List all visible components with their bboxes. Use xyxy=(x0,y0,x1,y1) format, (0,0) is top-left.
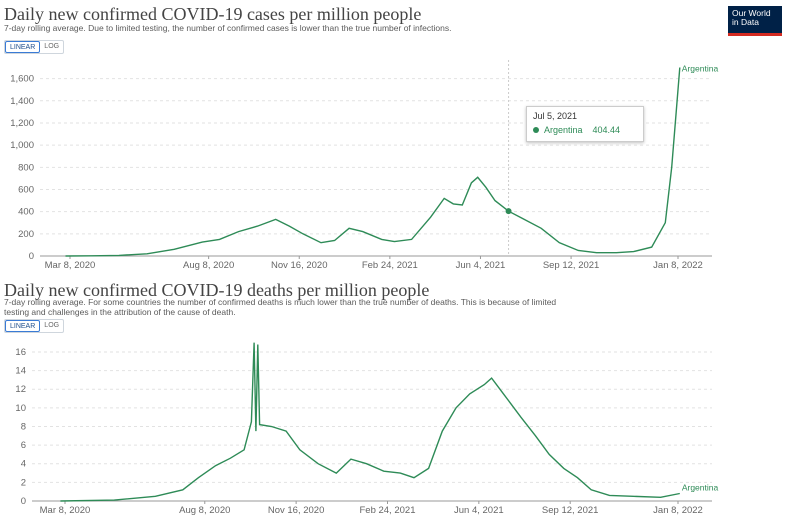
y-tick-label: 0 xyxy=(29,251,34,262)
hover-marker xyxy=(505,208,512,215)
logo-line1: Our World xyxy=(732,8,771,18)
y-tick-label: 1,600 xyxy=(10,74,34,85)
x-tick-label: Jan 8, 2022 xyxy=(653,260,703,271)
x-tick-label: Jan 8, 2022 xyxy=(653,505,703,516)
chart1-linear-button[interactable]: LINEAR xyxy=(5,41,41,53)
tooltip-series: Argentina xyxy=(544,125,583,135)
chart1-log-button[interactable]: LOG xyxy=(44,43,60,50)
x-tick-label: Mar 8, 2020 xyxy=(40,505,91,516)
y-tick-label: 6 xyxy=(21,440,26,451)
series-line-argentina[interactable] xyxy=(60,342,680,502)
logo-line2: in Data xyxy=(732,17,759,27)
y-tick-label: 800 xyxy=(18,162,34,173)
chart1-scale-toggle: LINEAR LOG xyxy=(4,40,65,54)
y-tick-label: 600 xyxy=(18,184,34,195)
x-tick-label: Jun 4, 2021 xyxy=(456,260,506,271)
y-tick-label: 10 xyxy=(15,403,26,414)
cases-chart: 0 200 400 600 800 1,000 1,200 1,400 1,600 Mar 8, … xyxy=(10,60,719,271)
chart2-title: Daily new confirmed COVID-19 deaths per … xyxy=(4,280,430,300)
chart2-scale-toggle: LINEAR LOG xyxy=(4,319,65,333)
x-tick-label: Feb 24, 2021 xyxy=(362,260,418,271)
y-tick-label: 16 xyxy=(15,347,26,358)
tooltip-dot xyxy=(533,127,539,133)
x-tick-label: Aug 8, 2020 xyxy=(179,505,230,516)
chart2-subtitle: 7-day rolling average. For some countrie… xyxy=(4,297,556,317)
tooltip-date: Jul 5, 2021 xyxy=(533,111,578,121)
y-tick-label: 12 xyxy=(15,384,26,395)
y-tick-label: 1,200 xyxy=(10,118,34,129)
chart2-subtitle-line1: 7-day rolling average. For some countrie… xyxy=(4,297,557,307)
chart2-log-button[interactable]: LOG xyxy=(44,322,60,329)
y-tick-label: 200 xyxy=(18,229,34,240)
y-tick-label: 1,000 xyxy=(10,140,34,151)
x-tick-label: Sep 12, 2021 xyxy=(542,505,599,516)
y-tick-label: 2 xyxy=(21,477,26,488)
x-tick-label: Mar 8, 2020 xyxy=(45,260,96,271)
x-tick-label: Sep 12, 2021 xyxy=(543,260,600,271)
y-tick-label: 400 xyxy=(18,207,34,218)
chart1-subtitle: 7-day rolling average. Due to limited te… xyxy=(4,23,452,33)
chart1-title: Daily new confirmed COVID-19 cases per m… xyxy=(4,4,422,24)
x-tick-label: Jun 4, 2021 xyxy=(454,505,504,516)
owid-logo[interactable]: Our World in Data xyxy=(728,6,782,36)
x-tick-label: Nov 16, 2020 xyxy=(268,505,325,516)
x-tick-label: Feb 24, 2021 xyxy=(359,505,415,516)
tooltip: Jul 5, 2021 Argentina 404.44 xyxy=(526,106,644,142)
tooltip-value: 404.44 xyxy=(592,125,621,135)
y-tick-label: 1,400 xyxy=(10,96,34,107)
y-tick-label: 14 xyxy=(15,366,26,377)
deaths-chart: 0 2 4 6 8 10 12 14 16 Mar 8, 2020 Aug 8, 2020 Nov 1… xyxy=(15,342,719,516)
series-line-argentina[interactable] xyxy=(65,67,681,257)
chart2-linear-button[interactable]: LINEAR xyxy=(5,320,41,332)
x-tick-label: Aug 8, 2020 xyxy=(183,260,234,271)
series-end-label: Argentina xyxy=(682,64,719,74)
y-tick-label: 8 xyxy=(21,421,26,432)
series-end-label: Argentina xyxy=(682,483,719,493)
y-tick-label: 4 xyxy=(21,459,26,470)
y-tick-label: 0 xyxy=(21,496,26,507)
chart2-subtitle-line2: testing and challenges in the attributio… xyxy=(4,307,236,317)
x-tick-label: Nov 16, 2020 xyxy=(271,260,328,271)
